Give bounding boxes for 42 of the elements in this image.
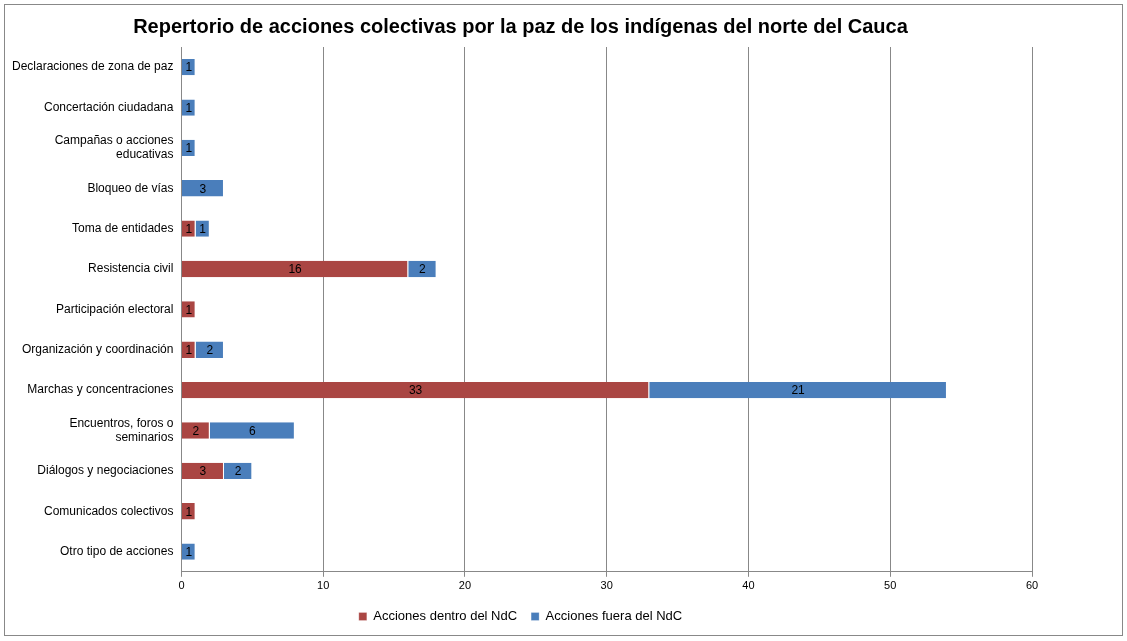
data-label: 1 [185, 504, 193, 519]
data-label: 2 [234, 464, 242, 479]
x-tick-label: 60 [1025, 579, 1039, 592]
y-tick-label: Concertación ciudadana [44, 99, 174, 114]
x-tick-label: 20 [458, 579, 472, 592]
data-label: 2 [192, 423, 200, 438]
y-tick-label: Campañas o acciones educativas [54, 133, 174, 162]
y-tick-label: Resistencia civil [88, 261, 174, 276]
data-label: 2 [419, 262, 427, 277]
x-tick-label: 0 [178, 579, 185, 592]
data-label: 1 [185, 221, 193, 236]
data-label: 33 [408, 383, 423, 398]
legend-label: Acciones fuera del NdC [545, 608, 683, 624]
y-tick-label: Organización y coordinación [22, 342, 174, 357]
data-label: 6 [248, 423, 256, 438]
data-label: 1 [199, 221, 207, 236]
y-tick-label: Encuentros, foros o seminarios [69, 415, 174, 445]
legend-label: Acciones dentro del NdC [373, 608, 518, 624]
data-label: 3 [199, 464, 207, 479]
y-tick-label: Participación electoral [56, 301, 174, 316]
y-tick-label: Otro tipo de acciones [60, 543, 174, 558]
y-tick-label: Bloqueo de vías [87, 180, 174, 195]
y-tick-label: Diálogos y negociaciones [37, 463, 174, 478]
data-label: 1 [185, 302, 193, 317]
data-label: 21 [791, 383, 806, 398]
x-tick-label: 40 [742, 579, 755, 592]
data-label: 2 [206, 343, 214, 358]
x-tick-label: 30 [600, 579, 613, 592]
x-tick-label: 50 [884, 579, 897, 592]
x-tick-label: 10 [317, 579, 330, 592]
y-tick-label: Marchas y concentraciones [27, 382, 174, 397]
data-label: 1 [185, 343, 193, 358]
data-label: 3 [199, 181, 207, 196]
data-label: 16 [288, 262, 303, 277]
y-tick-label: Declaraciones de zona de paz [12, 59, 174, 74]
data-label: 1 [185, 141, 193, 156]
data-label: 1 [185, 100, 193, 115]
data-label: 1 [185, 544, 193, 559]
data-label: 1 [185, 60, 193, 75]
chart-title: Repertorio de acciones colectivas por la paz de los indígenas del norte del Cauca [133, 14, 909, 37]
y-tick-label: Comunicados colectivos [44, 503, 174, 518]
y-tick-label: Toma de entidades [72, 220, 174, 235]
